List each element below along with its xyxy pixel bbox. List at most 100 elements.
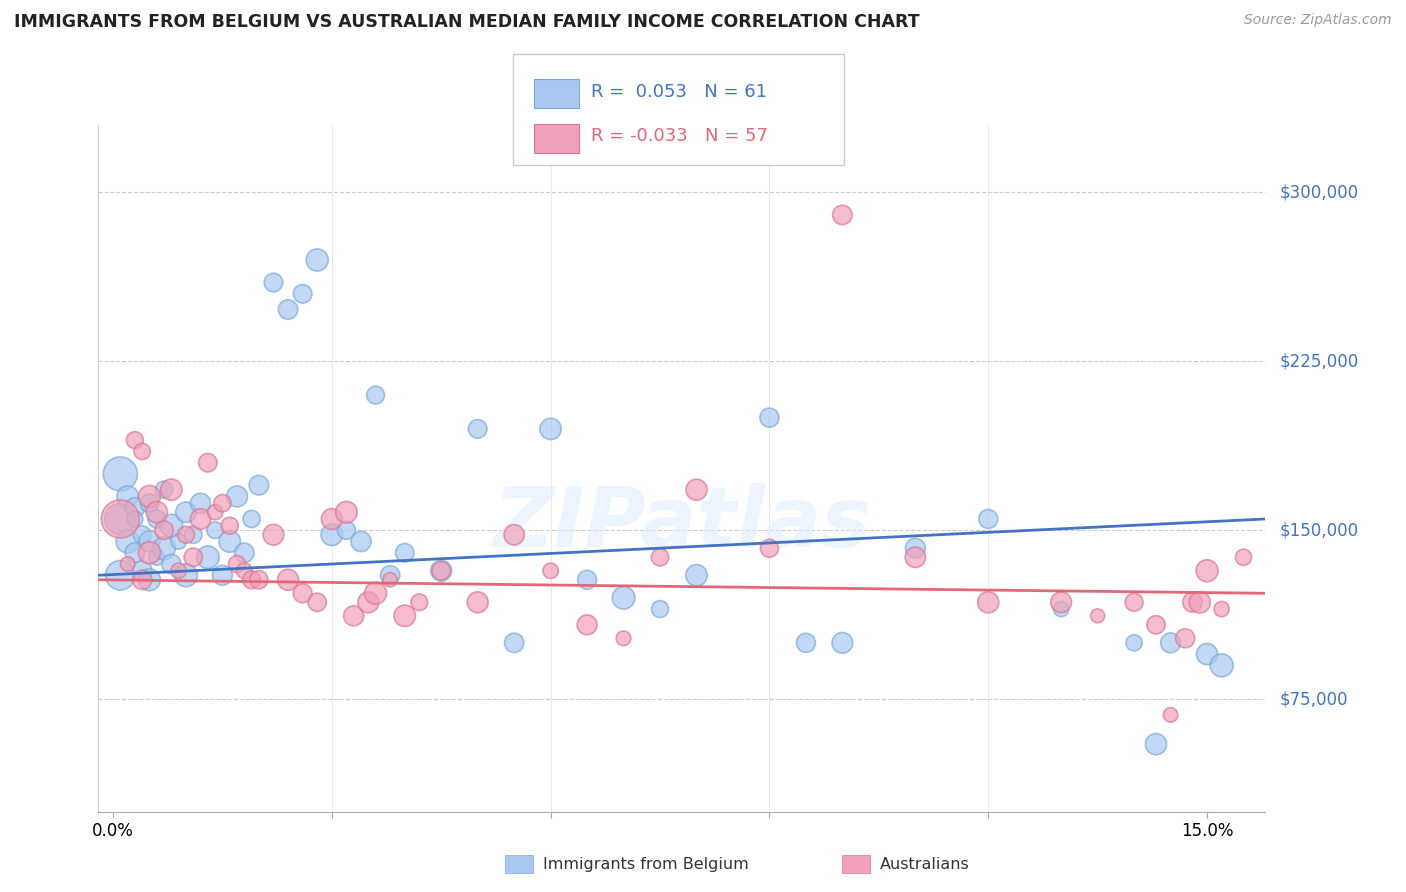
- Point: [394, 546, 416, 560]
- Point: [146, 512, 169, 526]
- Point: [364, 586, 387, 600]
- Text: Source: ZipAtlas.com: Source: ZipAtlas.com: [1244, 13, 1392, 28]
- Point: [503, 636, 526, 650]
- Point: [576, 617, 599, 632]
- Point: [197, 456, 219, 470]
- Text: R =  0.053   N = 61: R = 0.053 N = 61: [591, 83, 766, 101]
- Text: Immigrants from Belgium: Immigrants from Belgium: [543, 857, 748, 871]
- Point: [204, 505, 226, 519]
- Point: [540, 422, 562, 436]
- Point: [1050, 602, 1073, 616]
- Point: [233, 546, 256, 560]
- Point: [364, 388, 387, 402]
- Point: [211, 496, 233, 510]
- Text: $300,000: $300,000: [1279, 184, 1358, 202]
- Point: [124, 512, 146, 526]
- Point: [124, 500, 146, 515]
- Point: [117, 534, 139, 549]
- Point: [167, 534, 190, 549]
- Text: $225,000: $225,000: [1279, 352, 1358, 370]
- Point: [131, 444, 153, 458]
- Text: ZIPatlas: ZIPatlas: [494, 483, 870, 564]
- Text: $75,000: $75,000: [1279, 690, 1348, 708]
- Point: [153, 523, 176, 537]
- Point: [204, 523, 226, 537]
- Point: [138, 496, 160, 510]
- Point: [233, 564, 256, 578]
- Point: [138, 546, 160, 560]
- Point: [977, 512, 1000, 526]
- Point: [576, 573, 599, 587]
- Point: [1232, 550, 1254, 565]
- Point: [540, 564, 562, 578]
- Point: [190, 496, 212, 510]
- Point: [117, 490, 139, 504]
- Point: [321, 527, 343, 541]
- Point: [174, 527, 197, 541]
- Point: [1174, 632, 1197, 646]
- Point: [1211, 658, 1233, 673]
- Point: [167, 564, 190, 578]
- Point: [1123, 595, 1146, 609]
- Point: [110, 467, 132, 481]
- Point: [430, 564, 453, 578]
- Text: $150,000: $150,000: [1279, 521, 1358, 540]
- Point: [146, 505, 169, 519]
- Point: [794, 636, 817, 650]
- Point: [124, 546, 146, 560]
- Point: [174, 505, 197, 519]
- Point: [350, 534, 373, 549]
- Point: [153, 483, 176, 497]
- Point: [1195, 647, 1218, 661]
- Point: [131, 527, 153, 541]
- Point: [117, 557, 139, 571]
- Point: [977, 595, 1000, 609]
- Point: [1144, 617, 1167, 632]
- Text: IMMIGRANTS FROM BELGIUM VS AUSTRALIAN MEDIAN FAMILY INCOME CORRELATION CHART: IMMIGRANTS FROM BELGIUM VS AUSTRALIAN ME…: [14, 13, 920, 31]
- Point: [218, 518, 240, 533]
- Point: [174, 568, 197, 582]
- Point: [503, 527, 526, 541]
- Point: [1160, 707, 1182, 722]
- Point: [758, 410, 780, 425]
- Point: [307, 252, 329, 267]
- Point: [138, 573, 160, 587]
- Point: [277, 302, 299, 317]
- Point: [1181, 595, 1204, 609]
- Point: [1050, 595, 1073, 609]
- Point: [685, 483, 707, 497]
- Point: [160, 483, 183, 497]
- Point: [758, 541, 780, 556]
- Point: [226, 557, 249, 571]
- Point: [190, 512, 212, 526]
- Point: [181, 550, 204, 565]
- Point: [343, 608, 366, 623]
- Point: [247, 478, 270, 492]
- Point: [146, 550, 169, 565]
- Point: [430, 564, 453, 578]
- Point: [1188, 595, 1211, 609]
- Point: [831, 208, 853, 222]
- Point: [1160, 636, 1182, 650]
- Text: R = -0.033   N = 57: R = -0.033 N = 57: [591, 128, 768, 145]
- Point: [467, 595, 489, 609]
- Point: [160, 557, 183, 571]
- Point: [1195, 564, 1218, 578]
- Point: [1123, 636, 1146, 650]
- Point: [153, 541, 176, 556]
- Point: [1087, 608, 1109, 623]
- Point: [226, 490, 249, 504]
- Point: [394, 608, 416, 623]
- Point: [378, 568, 402, 582]
- Point: [613, 591, 636, 605]
- Point: [262, 276, 284, 290]
- Point: [110, 512, 132, 526]
- Point: [291, 586, 314, 600]
- Point: [1211, 602, 1233, 616]
- Point: [277, 573, 299, 587]
- Point: [357, 595, 380, 609]
- Point: [181, 527, 204, 541]
- Point: [335, 505, 357, 519]
- Point: [307, 595, 329, 609]
- Point: [408, 595, 430, 609]
